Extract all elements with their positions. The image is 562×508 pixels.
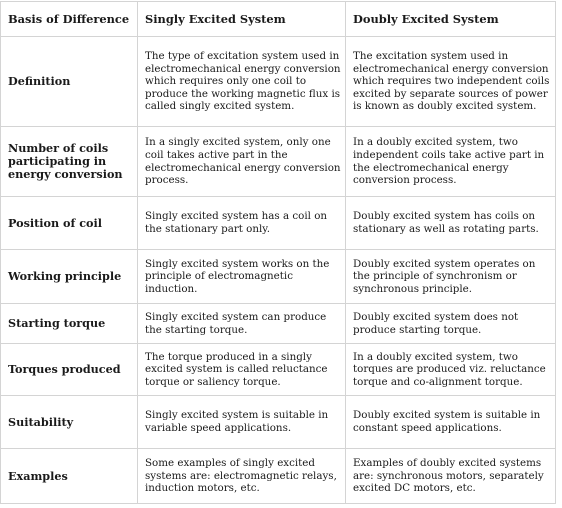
table-row: Examples Some examples of singly excited… xyxy=(0,448,556,504)
table-row: Definition The type of excitation system… xyxy=(0,36,556,127)
row-label: Definition xyxy=(0,36,138,127)
doubly-cell: Doubly excited system has coils on stati… xyxy=(345,196,556,250)
doubly-cell: In a doubly excited system, two independ… xyxy=(345,126,556,197)
row-label: Torques produced xyxy=(0,343,138,396)
table-row: Torques produced The torque produced in … xyxy=(0,343,556,396)
singly-cell: In a singly excited system, only one coi… xyxy=(137,126,346,197)
doubly-cell: Doubly excited system operates on the pr… xyxy=(345,249,556,304)
singly-cell: The torque produced in a singly excited … xyxy=(137,343,346,396)
header-basis: Basis of Difference xyxy=(0,1,138,37)
row-label: Position of coil xyxy=(0,196,138,250)
doubly-cell: The excitation system used in electromec… xyxy=(345,36,556,127)
doubly-cell: Doubly excited system does not produce s… xyxy=(345,303,556,344)
table-row: Starting torque Singly excited system ca… xyxy=(0,303,556,344)
header-singly: Singly Excited System xyxy=(137,1,346,37)
singly-cell: Singly excited system is suitable in var… xyxy=(137,395,346,449)
singly-cell: Singly excited system can produce the st… xyxy=(137,303,346,344)
table-row: Suitability Singly excited system is sui… xyxy=(0,395,556,449)
row-label: Examples xyxy=(0,448,138,504)
table-row: Working principle Singly excited system … xyxy=(0,249,556,304)
table-row: Number of coils participating in energy … xyxy=(0,126,556,197)
row-label: Number of coils participating in energy … xyxy=(0,126,138,197)
header-row: Basis of Difference Singly Excited Syste… xyxy=(0,1,556,37)
header-doubly: Doubly Excited System xyxy=(345,1,556,37)
singly-cell: The type of excitation system used in el… xyxy=(137,36,346,127)
comparison-table: Basis of Difference Singly Excited Syste… xyxy=(0,1,556,504)
row-label: Working principle xyxy=(0,249,138,304)
singly-cell: Singly excited system works on the princ… xyxy=(137,249,346,304)
table-row: Position of coil Singly excited system h… xyxy=(0,196,556,250)
doubly-cell: In a doubly excited system, two torques … xyxy=(345,343,556,396)
row-label: Suitability xyxy=(0,395,138,449)
row-label: Starting torque xyxy=(0,303,138,344)
doubly-cell: Doubly excited system is suitable in con… xyxy=(345,395,556,449)
singly-cell: Singly excited system has a coil on the … xyxy=(137,196,346,250)
doubly-cell: Examples of doubly excited systems are: … xyxy=(345,448,556,504)
singly-cell: Some examples of singly excited systems … xyxy=(137,448,346,504)
